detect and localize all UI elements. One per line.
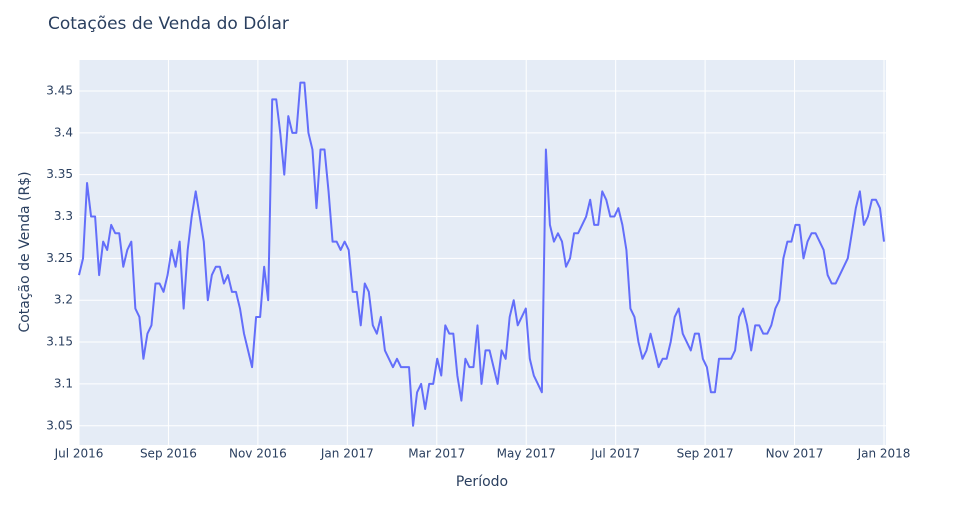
x-tick-label: Jan 2018: [857, 447, 911, 461]
y-tick-label: 3.05: [46, 418, 73, 432]
y-tick-label: 3.25: [46, 251, 73, 265]
y-tick-label: 3.35: [46, 167, 73, 181]
y-tick-label: 3.3: [54, 209, 73, 223]
y-tick-label: 3.15: [46, 335, 73, 349]
y-tick-label: 3.4: [54, 125, 73, 139]
series-line: [78, 81, 885, 427]
x-tick-label: Sep 2016: [140, 447, 197, 461]
x-tick-label: Mar 2017: [408, 447, 465, 461]
plot-area: [79, 60, 886, 445]
x-tick-label: Jul 2017: [590, 447, 640, 461]
x-tick-label: Nov 2017: [766, 447, 824, 461]
y-tick-label: 3.1: [54, 376, 73, 390]
y-axis-title: Cotação de Venda (R$): [17, 171, 33, 332]
y-tick-label: 3.45: [46, 83, 73, 97]
x-tick-label: Nov 2016: [229, 447, 287, 461]
chart-title: Cotações de Venda do Dólar: [48, 14, 289, 34]
x-axis-title: Período: [456, 474, 508, 490]
x-tick-label: May 2017: [497, 447, 556, 461]
x-tick-label: Jul 2016: [54, 447, 104, 461]
x-tick-label: Jan 2017: [320, 447, 374, 461]
x-tick-label: Sep 2017: [677, 447, 734, 461]
y-tick-label: 3.2: [54, 293, 73, 307]
